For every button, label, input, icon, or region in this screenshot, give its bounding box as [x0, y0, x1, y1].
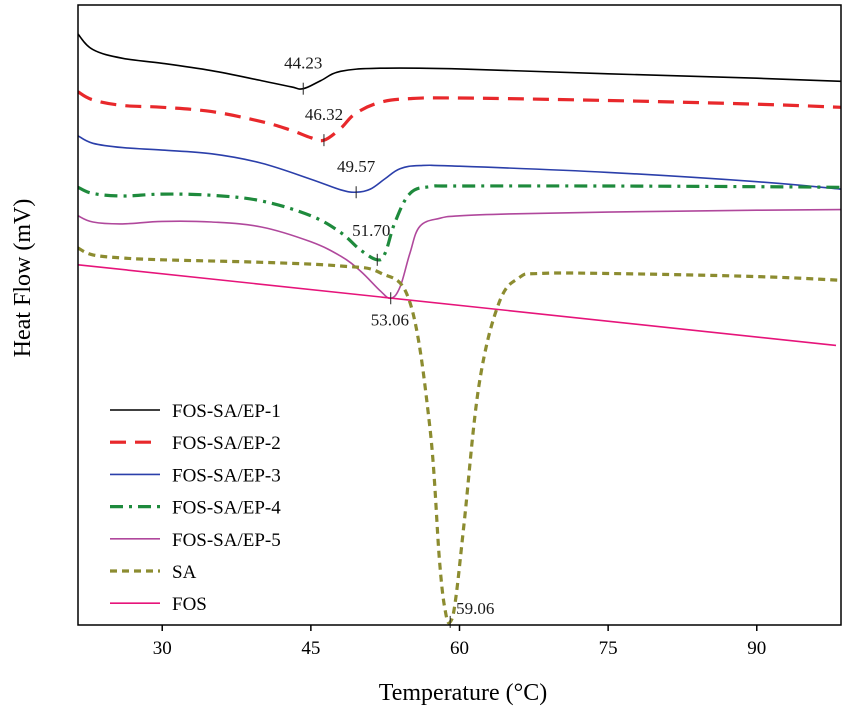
series-line-fos-sa-ep-1 — [78, 33, 841, 90]
legend-label-fos-sa-ep-1: FOS-SA/EP-1 — [172, 401, 281, 422]
legend-label-fos-sa-ep-4: FOS-SA/EP-4 — [172, 498, 281, 519]
x-tick-label-90: 90 — [747, 638, 766, 659]
peak-label-59-06: 59.06 — [456, 599, 494, 618]
x-axis-title: Temperature (°C) — [379, 680, 548, 706]
x-tick-label-60: 60 — [450, 638, 469, 659]
legend-label-fos-sa-ep-3: FOS-SA/EP-3 — [172, 465, 281, 486]
legend-label-fos-sa-ep-2: FOS-SA/EP-2 — [172, 433, 281, 454]
legend-label-sa: SA — [172, 562, 197, 583]
series-line-fos — [78, 264, 837, 347]
x-axis-ticks: 30 45 60 75 90 — [153, 625, 766, 659]
peak-annotations: 44.23 46.32 49.57 51.70 53.06 59.06 — [284, 54, 494, 628]
series-line-fos-sa-ep-3 — [78, 135, 841, 194]
y-axis-title: Heat Flow (mV) — [10, 199, 36, 358]
peak-label-51-70: 51.70 — [352, 221, 390, 240]
legend-label-fos-sa-ep-5: FOS-SA/EP-5 — [172, 530, 281, 551]
peak-label-46-32: 46.32 — [305, 105, 343, 124]
legend-label-fos: FOS — [172, 594, 207, 615]
peak-label-53-06: 53.06 — [371, 310, 409, 329]
peak-label-44-23: 44.23 — [284, 54, 322, 73]
x-tick-label-30: 30 — [153, 638, 172, 659]
legend: FOS-SA/EP-1 FOS-SA/EP-2 FOS-SA/EP-3 FOS-SA/… — [110, 401, 281, 615]
series-line-fos-sa-ep-5 — [78, 208, 841, 300]
x-tick-label-75: 75 — [599, 638, 618, 659]
series-line-fos-sa-ep-2 — [78, 90, 841, 143]
series-line-fos-sa-ep-4 — [78, 184, 841, 262]
peak-label-49-57: 49.57 — [337, 157, 376, 176]
x-tick-label-45: 45 — [301, 638, 320, 659]
